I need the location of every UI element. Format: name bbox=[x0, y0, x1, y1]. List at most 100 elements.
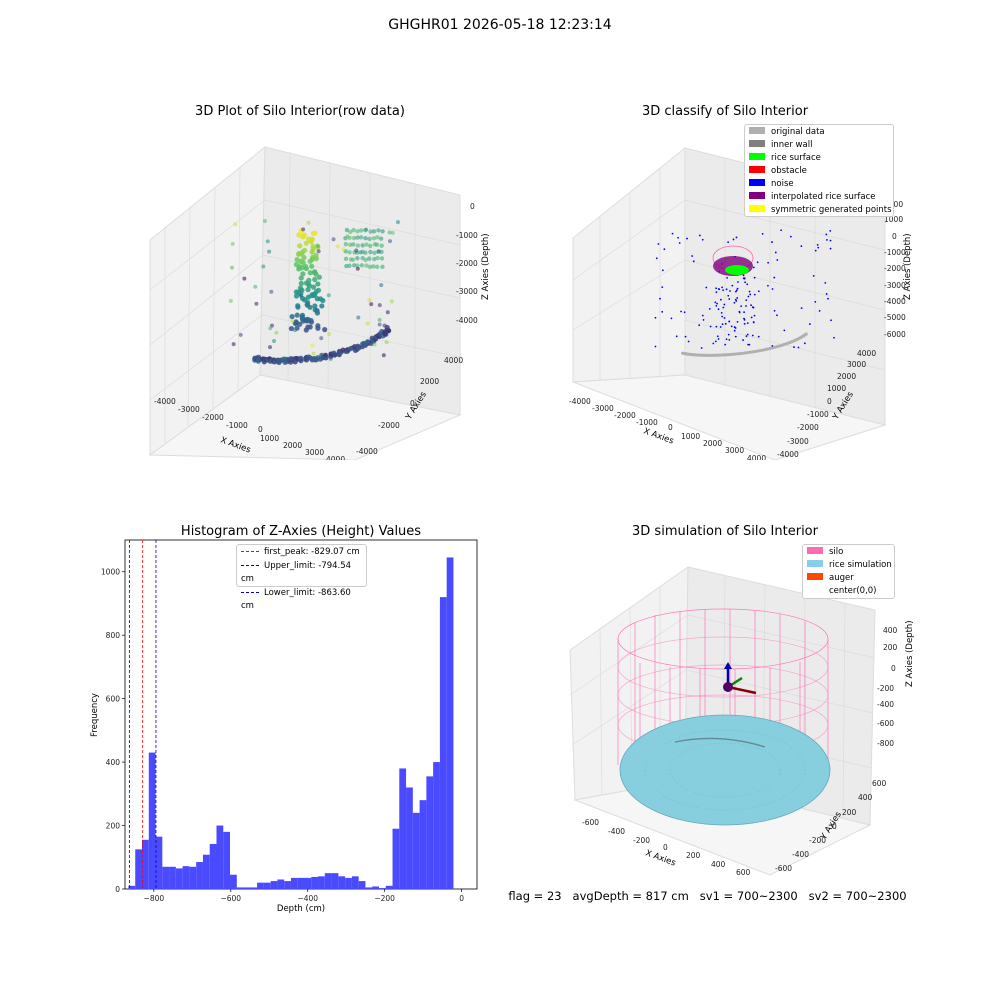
data-point bbox=[311, 351, 316, 356]
x-tick-label: −200 bbox=[374, 894, 395, 903]
data-point bbox=[657, 243, 660, 245]
histogram-bar bbox=[175, 868, 183, 889]
data-point bbox=[302, 247, 308, 253]
legend-swatch bbox=[749, 205, 765, 212]
data-point bbox=[364, 263, 369, 268]
data-point bbox=[297, 243, 303, 249]
data-point bbox=[800, 245, 803, 248]
data-point bbox=[229, 265, 234, 270]
data-point bbox=[730, 325, 733, 328]
data-point bbox=[296, 232, 302, 238]
data-point bbox=[377, 317, 382, 322]
x-tick: -1000 bbox=[226, 421, 248, 430]
histogram-bar bbox=[182, 866, 190, 889]
data-point bbox=[654, 345, 657, 348]
panel-classify-scatter-points bbox=[654, 229, 835, 357]
histogram-bar bbox=[378, 888, 386, 889]
histogram-reference-lines bbox=[128, 540, 157, 889]
data-point bbox=[771, 288, 774, 290]
z-tick: 400 bbox=[883, 626, 898, 635]
histogram-bar bbox=[446, 557, 454, 889]
data-point bbox=[712, 342, 715, 345]
data-point bbox=[347, 250, 352, 255]
histogram-y-ticks: 0 200 400 600 800 1000 bbox=[101, 568, 125, 894]
data-point bbox=[319, 336, 324, 341]
z-tick: -3000 bbox=[456, 287, 478, 296]
data-point bbox=[269, 289, 274, 294]
data-point bbox=[379, 243, 384, 248]
legend-swatch bbox=[749, 153, 765, 160]
data-point bbox=[390, 230, 395, 235]
data-point bbox=[350, 257, 356, 262]
histogram-bar bbox=[419, 800, 427, 889]
legend-item: symmetric generated points bbox=[749, 204, 893, 217]
data-point bbox=[344, 227, 350, 233]
data-point bbox=[663, 248, 666, 251]
data-point bbox=[742, 339, 744, 341]
data-point bbox=[315, 281, 321, 287]
data-point bbox=[735, 352, 739, 356]
z-tick: -2000 bbox=[884, 264, 906, 273]
data-point bbox=[380, 264, 385, 270]
z-tick: 0 bbox=[892, 232, 897, 241]
data-point bbox=[771, 344, 774, 347]
data-point bbox=[751, 334, 754, 337]
panel-simulation-title: 3D simulation of Silo Interior bbox=[632, 524, 818, 539]
data-point bbox=[715, 287, 717, 290]
data-point bbox=[763, 347, 767, 352]
data-point bbox=[289, 314, 295, 320]
histogram-bar bbox=[230, 874, 237, 889]
data-point bbox=[309, 263, 315, 269]
y-tick: 4000 bbox=[444, 356, 463, 365]
data-point bbox=[744, 281, 747, 284]
data-point bbox=[742, 274, 745, 277]
data-point bbox=[305, 294, 311, 300]
data-point bbox=[808, 323, 811, 325]
data-point bbox=[761, 348, 765, 352]
data-point bbox=[261, 264, 266, 269]
data-point bbox=[829, 247, 832, 250]
histogram-bar bbox=[236, 887, 244, 889]
data-point bbox=[684, 335, 687, 338]
data-point bbox=[756, 261, 759, 264]
z-tick: -4000 bbox=[456, 316, 478, 325]
histogram-bar bbox=[209, 843, 217, 889]
data-point bbox=[698, 324, 701, 327]
histogram-bar bbox=[169, 866, 176, 889]
data-point bbox=[733, 301, 736, 304]
data-point bbox=[731, 284, 734, 287]
x-tick-label: 0 bbox=[459, 894, 464, 903]
data-point bbox=[376, 249, 381, 254]
data-point bbox=[804, 332, 808, 336]
data-point bbox=[298, 293, 303, 298]
panel-simulation-x-ticks: -600 -400 -200 0 200 400 600 bbox=[582, 818, 751, 877]
z-tick: 200 bbox=[883, 643, 898, 652]
y-tick-label: 200 bbox=[106, 822, 121, 831]
data-point bbox=[745, 299, 748, 302]
y-tick: 0 bbox=[410, 399, 415, 408]
data-point bbox=[706, 353, 711, 357]
x-tick: 3000 bbox=[725, 446, 744, 455]
data-point bbox=[377, 322, 382, 327]
data-point bbox=[355, 263, 360, 268]
data-point bbox=[290, 318, 295, 323]
data-point bbox=[701, 314, 704, 317]
data-point bbox=[767, 284, 769, 287]
y-tick-label: 1000 bbox=[101, 568, 120, 577]
data-point bbox=[705, 286, 708, 289]
histogram-bar bbox=[128, 885, 136, 889]
data-point bbox=[228, 298, 233, 303]
legend-item: auger bbox=[807, 572, 894, 585]
panel-raw-z-ticks: 0 -1000 -2000 -3000 -4000 bbox=[456, 202, 478, 325]
histogram-bar bbox=[257, 882, 264, 889]
histogram-bar bbox=[358, 881, 366, 889]
legend-swatch bbox=[807, 560, 823, 567]
data-point bbox=[724, 343, 727, 346]
x-tick-label: −800 bbox=[144, 894, 165, 903]
data-point bbox=[363, 250, 368, 255]
x-tick: 0 bbox=[258, 425, 263, 434]
data-point bbox=[758, 348, 762, 353]
x-tick: 0 bbox=[668, 423, 673, 432]
histogram-bar bbox=[135, 849, 143, 889]
z-tick: -400 bbox=[877, 700, 894, 709]
